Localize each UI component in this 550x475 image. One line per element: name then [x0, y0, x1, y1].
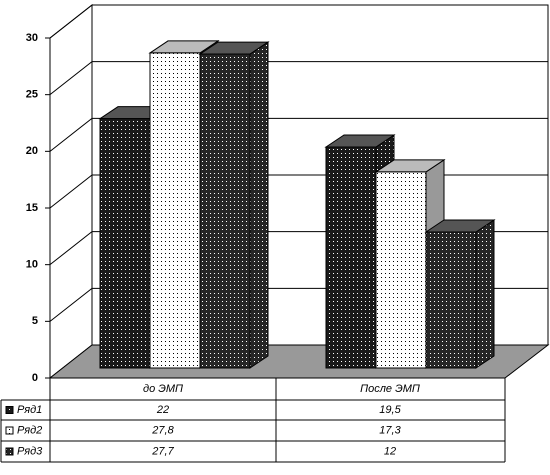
y-tick-label: 20	[26, 145, 38, 157]
table-value: 22	[156, 404, 169, 416]
legend-key	[5, 406, 14, 414]
y-tick-label: 5	[32, 315, 38, 327]
grid-line	[49, 61, 548, 96]
legend-label: Ряд2	[17, 424, 42, 436]
bar	[198, 41, 270, 369]
grid-line	[49, 117, 548, 152]
bar-front	[325, 146, 377, 369]
bar-front	[425, 231, 477, 369]
bar-side	[249, 41, 269, 369]
legend-label: Ряд3	[17, 445, 43, 457]
y-tick-label: 25	[26, 89, 38, 101]
bar-front	[199, 53, 251, 369]
bar-front	[99, 118, 151, 369]
legend-key	[5, 447, 14, 456]
bar	[424, 219, 496, 369]
category-label: После ЭМП	[360, 383, 420, 395]
y-tick-label: 10	[26, 259, 38, 271]
table-value: 27,8	[151, 424, 174, 436]
table-value: 17,3	[379, 424, 401, 436]
table-value: 27,7	[151, 445, 174, 457]
y-tick-label: 0	[32, 372, 38, 384]
bar-side	[475, 219, 495, 369]
y-tick-label: 30	[26, 32, 38, 44]
bar-front	[375, 171, 427, 369]
bar-front	[149, 52, 201, 369]
table-value: 12	[384, 445, 396, 457]
legend-key	[5, 426, 14, 435]
y-tick-label: 15	[26, 202, 38, 214]
data-table	[0, 378, 506, 463]
table-value: 19,5	[379, 404, 401, 416]
legend-label: Ряд1	[17, 404, 42, 416]
grid-line	[49, 4, 548, 39]
category-label: до ЭМП	[143, 383, 183, 395]
